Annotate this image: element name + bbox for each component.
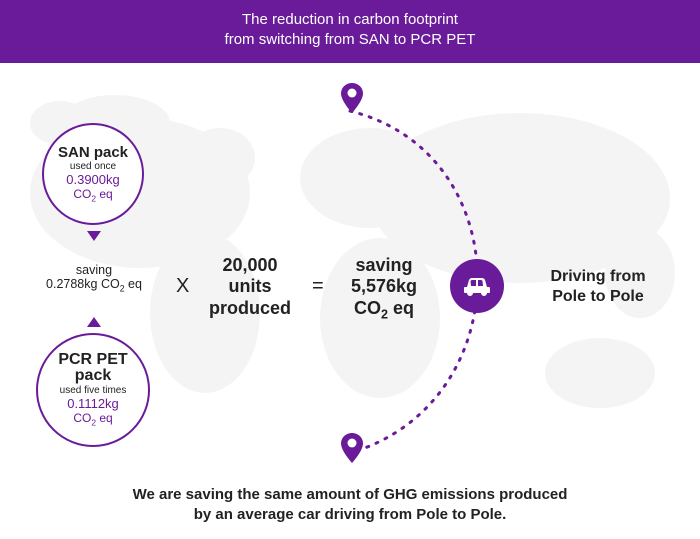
times-operator: X [176, 275, 189, 298]
header-line2: from switching from SAN to PCR PET [225, 31, 476, 48]
units-l3: produced [209, 298, 291, 318]
drive-l1: Driving from [550, 268, 645, 285]
san-sub: used once [70, 161, 116, 172]
footer-l2: by an average car driving from Pole to P… [194, 506, 507, 523]
pcr-pack-badge: PCR PET pack used five times 0.1112kg CO… [36, 333, 150, 447]
san-title: SAN pack [58, 144, 128, 161]
san-value: 0.3900kg [66, 172, 120, 187]
saving-l1: saving [76, 263, 112, 277]
result-l3: CO2 eq [354, 298, 414, 318]
map-pin-bottom-icon [341, 433, 363, 463]
result-l1: saving [355, 255, 412, 275]
map-pin-top-icon [341, 83, 363, 113]
drive-l2: Pole to Pole [552, 288, 644, 305]
car-icon [462, 275, 492, 297]
pcr-sub: used five times [60, 385, 127, 396]
triangle-down-icon [87, 231, 101, 241]
result-l2: 5,576kg [351, 276, 417, 296]
pcr-unit: CO2 eq [73, 411, 112, 427]
equals-operator: = [312, 275, 324, 298]
saving-result-block: saving 5,576kg CO2 eq [334, 255, 434, 323]
footer-l1: We are saving the same amount of GHG emi… [133, 486, 568, 503]
car-badge [450, 259, 504, 313]
triangle-up-icon [87, 317, 101, 327]
header-line1: The reduction in carbon footprint [242, 11, 458, 28]
footer-text: We are saving the same amount of GHG emi… [0, 485, 700, 526]
driving-text: Driving from Pole to Pole [528, 267, 668, 307]
san-unit: CO2 eq [73, 187, 112, 203]
units-produced-block: 20,000 units produced [200, 255, 300, 320]
saving-per-unit: saving 0.2788kg CO2 eq [24, 263, 164, 294]
san-pack-badge: SAN pack used once 0.3900kg CO2 eq [42, 123, 144, 225]
pcr-title2: pack [75, 367, 111, 385]
units-l2: units [229, 276, 272, 296]
saving-l2: 0.2788kg CO2 eq [46, 277, 142, 291]
header-band: The reduction in carbon footprint from s… [0, 0, 700, 63]
infographic-canvas: SAN pack used once 0.3900kg CO2 eq savin… [0, 63, 700, 483]
units-l1: 20,000 [222, 255, 277, 275]
pcr-value: 0.1112kg [67, 396, 119, 411]
